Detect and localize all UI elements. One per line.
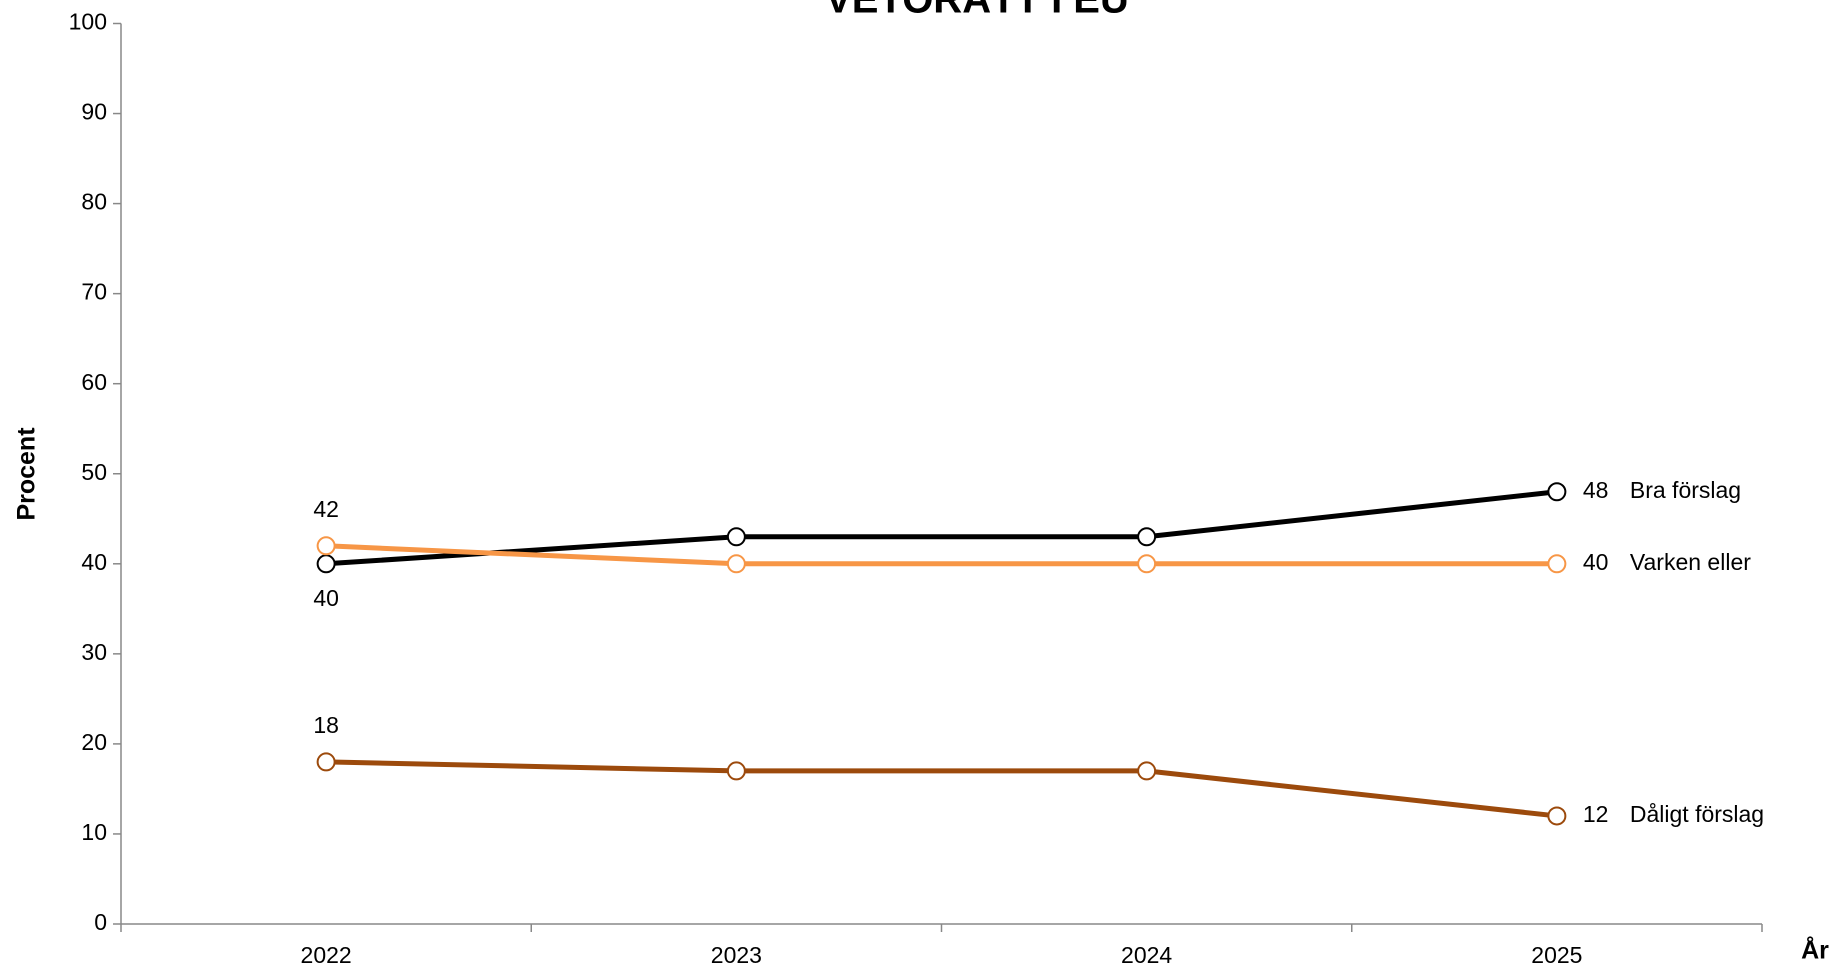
y-tick-label: 60 [81,369,107,395]
x-tick-label: 2023 [711,942,762,968]
data-label: 40 [313,585,339,611]
line [326,759,1558,819]
y-tick-label: 70 [81,279,107,305]
marker [1137,554,1157,574]
y-tick-label: 40 [81,549,107,575]
marker [1547,554,1567,574]
series-label: Varken eller [1630,549,1751,575]
marker [1547,806,1567,826]
chart-title: VETORÄTT I EU [825,0,1129,22]
data-label: 18 [313,712,339,738]
marker [726,527,746,547]
marker [316,752,336,772]
line [325,489,1558,567]
y-tick-label: 90 [81,99,107,125]
marker [726,761,746,781]
y-tick-label: 20 [81,729,107,755]
series-label: Dåligt förslag [1630,801,1764,827]
marker [726,554,746,574]
marker [1137,527,1157,547]
data-label: 42 [313,496,339,522]
data-label: 40 [1583,549,1609,575]
y-tick-label: 0 [94,909,107,935]
y-tick-label: 50 [81,459,107,485]
series-label: Bra förslag [1630,477,1741,503]
marker [316,554,336,574]
x-tick-label: 2025 [1531,942,1582,968]
y-tick-label: 30 [81,639,107,665]
x-tick-label: 2022 [301,942,352,968]
x-tick-label: 2024 [1121,942,1172,968]
x-axis-title: År [1801,936,1829,965]
y-tick-label: 100 [69,9,107,35]
marker [1137,761,1157,781]
y-axis-title: Procent [13,427,41,521]
line [326,543,1557,567]
marker [316,536,336,556]
y-tick-label: 80 [81,189,107,215]
data-label: 12 [1583,801,1609,827]
marker [1547,482,1567,502]
y-tick-label: 10 [81,819,107,845]
data-label: 48 [1583,477,1609,503]
